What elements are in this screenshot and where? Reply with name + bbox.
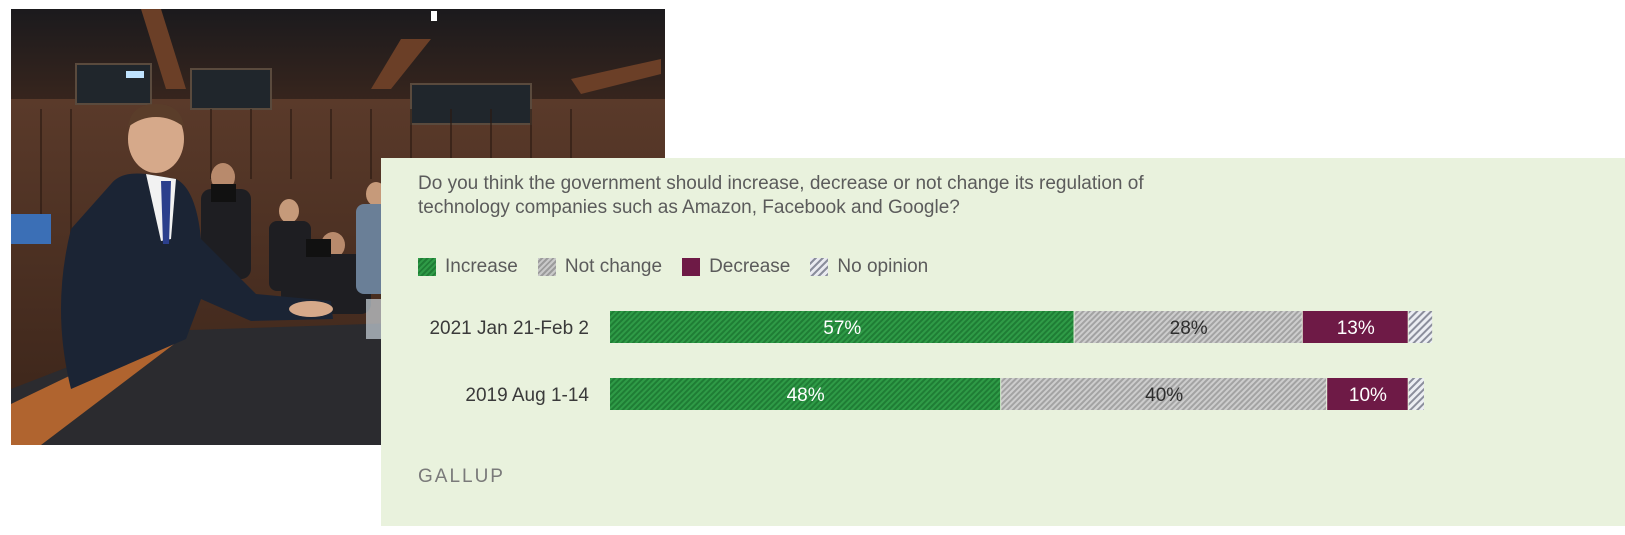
question-line-2: technology companies such as Amazon, Fac… [418, 197, 960, 218]
legend-swatch-decrease [682, 258, 701, 276]
bar-not-change-1 [1001, 378, 1327, 410]
legend-swatch-no-opinion [810, 258, 829, 276]
legend-item-no-opinion: No opinion [810, 256, 928, 278]
data-label-decrease-1: 10% [1349, 385, 1387, 406]
legend-swatch-increase [418, 258, 436, 276]
category-label-1: 2019 Aug 1-14 [465, 385, 589, 406]
legend-item-increase: Increase [418, 256, 518, 278]
legend-label-increase: Increase [445, 256, 518, 277]
bar-no-opinion-0 [1408, 311, 1433, 343]
legend-item-decrease: Decrease [682, 256, 790, 278]
bar-decrease-0 [1302, 311, 1408, 343]
bar-no-opinion-1 [1408, 378, 1424, 410]
legend-label-not-change: Not change [564, 256, 663, 277]
legend-swatch-not-change [537, 258, 556, 276]
bar-decrease-1 [1327, 378, 1408, 410]
chart-panel: Do you think the government should incre… [381, 158, 1625, 526]
question-line-1: Do you think the government should incre… [418, 173, 1144, 194]
data-label-increase-0: 57% [823, 318, 861, 339]
stacked-bar-chart: 2021 Jan 21-Feb 2 57% 28% 13% 2019 Aug 1-14 4… [429, 311, 1433, 410]
gallup-logo: GALLUP [418, 466, 505, 487]
chart-question: Do you think the government should incre… [418, 172, 1238, 220]
chart-legend: Increase Not change Decrease No opinion [418, 256, 948, 278]
data-label-decrease-0: 13% [1337, 318, 1375, 339]
category-label-0: 2021 Jan 21-Feb 2 [429, 318, 589, 339]
legend-item-not-change: Not change [537, 256, 663, 278]
bar-increase-0 [610, 311, 1074, 343]
bar-not-change-0 [1074, 311, 1302, 343]
legend-label-decrease: Decrease [709, 256, 791, 277]
bar-increase-1 [610, 378, 1001, 410]
data-label-not-change-1: 40% [1145, 385, 1183, 406]
data-label-not-change-0: 28% [1170, 318, 1208, 339]
legend-label-no-opinion: No opinion [837, 256, 929, 277]
data-label-increase-1: 48% [787, 385, 825, 406]
